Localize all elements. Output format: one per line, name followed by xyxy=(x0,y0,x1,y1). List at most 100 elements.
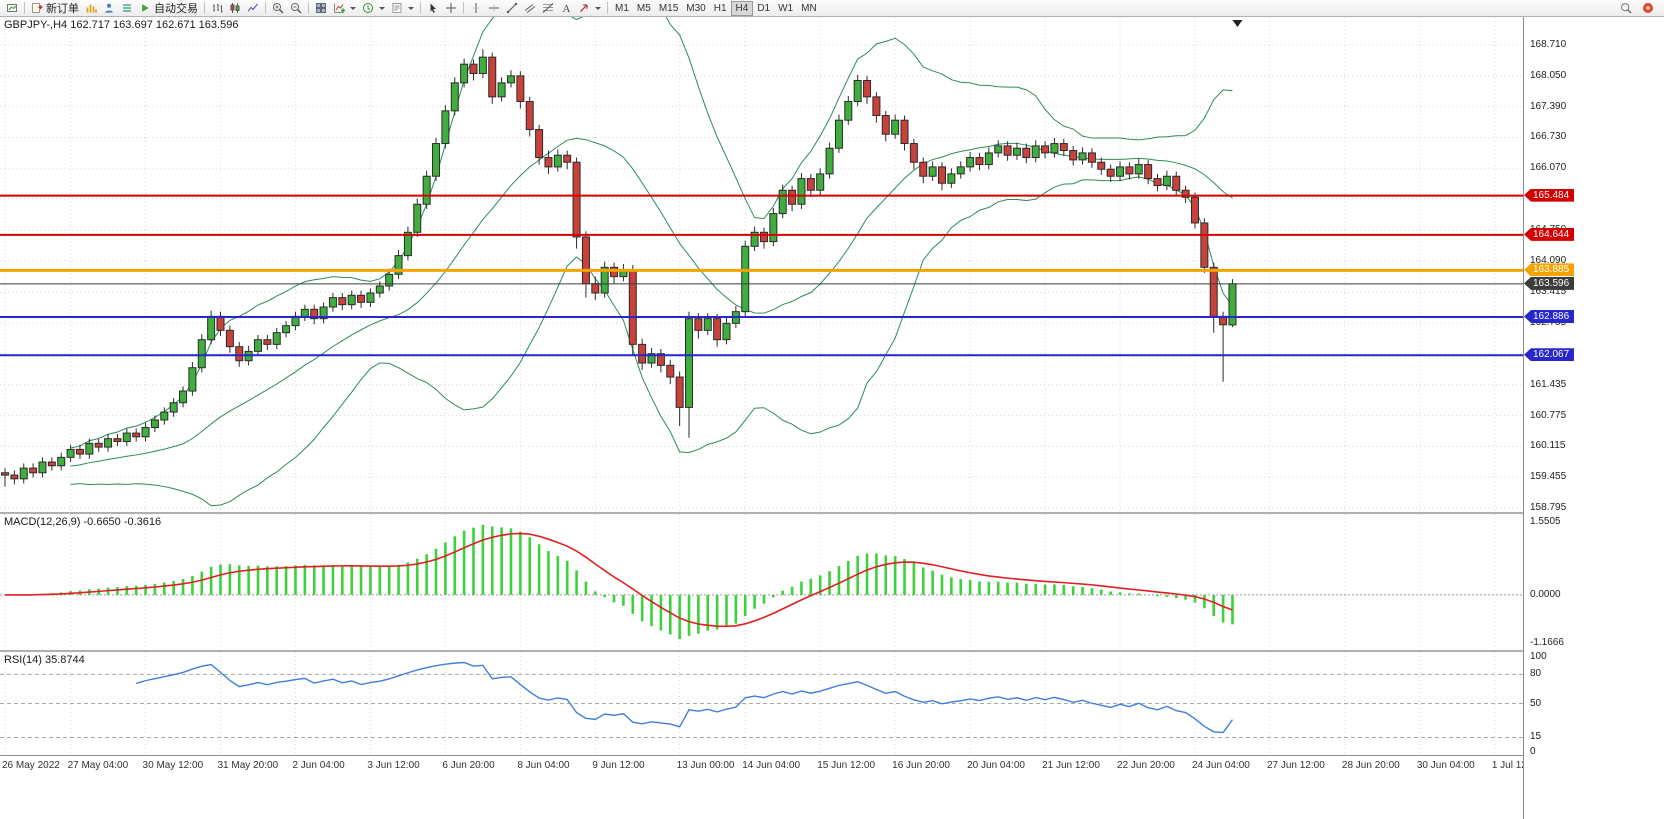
rsi-axis-label: 15 xyxy=(1530,731,1542,743)
timeframe-m5-button[interactable]: M5 xyxy=(636,2,651,14)
toolbar-separator xyxy=(308,2,309,14)
time-axis-label: 8 Jun 04:00 xyxy=(517,760,570,771)
time-axis-label: 22 Jun 20:00 xyxy=(1117,760,1175,771)
main-chart-panel[interactable]: GBPJPY-,H4 162.717 163.697 162.671 163.5… xyxy=(0,17,1523,512)
panel-splitter[interactable] xyxy=(0,512,1523,514)
rsi-label: RSI(14) xyxy=(4,654,42,666)
periods-icon xyxy=(363,3,373,13)
chart-shift-marker[interactable] xyxy=(1232,20,1243,27)
equidistant-channel-icon xyxy=(524,4,536,13)
line-chart-icon xyxy=(247,3,258,12)
timeframe-mn-button[interactable]: MN xyxy=(801,2,817,14)
dropdown-caret-icon[interactable] xyxy=(408,6,414,10)
macd-histogram xyxy=(13,524,1234,640)
time-axis-label: 3 Jun 12:00 xyxy=(367,760,420,771)
price-tick-label: 164.090 xyxy=(1530,254,1567,266)
search-button[interactable] xyxy=(1617,1,1635,16)
new-order-button[interactable]: 新订单 xyxy=(28,1,82,16)
candlestick-chart-icon xyxy=(230,3,240,13)
market-watch-tool[interactable] xyxy=(118,1,136,16)
time-axis-label: 30 May 12:00 xyxy=(142,760,204,771)
macd-panel[interactable]: MACD(12,26,9) -0.6650 -0.3616 xyxy=(0,514,1523,650)
notifications-icon xyxy=(1643,3,1653,13)
notifications-button[interactable] xyxy=(1639,1,1657,16)
rsi-axis-label: 100 xyxy=(1530,651,1547,662)
equidistant-channel-tool[interactable] xyxy=(521,1,539,16)
bar-chart-icon xyxy=(213,4,223,13)
chart-window: GBPJPY-,H4 162.717 163.697 162.671 163.5… xyxy=(0,17,1664,819)
time-axis-label: 13 Jun 00:00 xyxy=(676,760,735,771)
zoom-in-tool[interactable] xyxy=(269,1,287,16)
current-price-badge: 163.596 xyxy=(1524,276,1575,290)
time-axis-label: 16 Jun 20:00 xyxy=(892,760,950,771)
time-axis-label: 28 Jun 20:00 xyxy=(1341,760,1400,771)
vertical-line-tool[interactable] xyxy=(467,1,485,16)
bar-chart-tool[interactable] xyxy=(208,1,226,16)
time-axis-label: 1 Jul 12:00 xyxy=(1491,760,1541,771)
price-level-badge: 163.885 xyxy=(1524,263,1575,277)
tile-windows-tool[interactable] xyxy=(312,1,330,16)
macd-axis-max-label: 1.5505 xyxy=(1530,516,1561,527)
time-axis[interactable]: 26 May 2022 27 May 04:00 30 May 12:00 31 Ma… xyxy=(0,755,1541,819)
dropdown-caret-icon[interactable] xyxy=(595,6,601,10)
dropdown-caret-icon[interactable] xyxy=(350,6,356,10)
line-chart-tool[interactable] xyxy=(244,1,262,16)
templates-icon xyxy=(392,3,402,13)
cursor-tool[interactable] xyxy=(424,1,442,16)
crosshair-icon xyxy=(446,3,456,13)
price-tick-label: 160.775 xyxy=(1530,409,1567,421)
vertical-gridlines xyxy=(4,514,1496,650)
indicators-tool[interactable] xyxy=(330,1,359,16)
arrows-tool[interactable] xyxy=(575,1,604,16)
templates-tool[interactable] xyxy=(388,1,417,16)
price-tick-label: 161.435 xyxy=(1530,378,1567,390)
symbol-info: GBPJPY-,H4 162.717 163.697 162.671 163.5… xyxy=(4,19,239,31)
fibonacci-tool[interactable] xyxy=(539,1,557,16)
time-axis-label: 31 May 20:00 xyxy=(217,760,279,771)
trendline-tool[interactable] xyxy=(503,1,521,16)
timeframe-h1-button[interactable]: H1 xyxy=(713,2,727,14)
rsi-value: 35.8744 xyxy=(44,654,85,666)
timeframe-w1-button[interactable]: W1 xyxy=(778,2,794,14)
time-axis-label: 20 Jun 04:00 xyxy=(967,760,1025,771)
price-level-badge: 164.644 xyxy=(1524,227,1575,241)
horizontal-line-tool[interactable] xyxy=(485,1,503,16)
profiles-tool[interactable] xyxy=(100,1,118,16)
autotrading-button[interactable]: 自动交易 xyxy=(136,1,201,16)
time-axis-label: 9 Jun 12:00 xyxy=(592,760,645,771)
time-axis-label: 14 Jun 04:00 xyxy=(742,760,801,771)
new-order-label: 新订单 xyxy=(46,3,79,15)
new-chart-tool[interactable] xyxy=(82,1,100,16)
timeframe-m1-button[interactable]: M1 xyxy=(615,2,629,14)
macd-axis-min-label: -1.1666 xyxy=(1530,637,1564,648)
crosshair-tool[interactable] xyxy=(442,1,460,16)
time-axis-label: 26 May 2022 xyxy=(2,760,60,771)
price-tick-label: 166.730 xyxy=(1530,131,1567,143)
time-axis-label: 30 Jun 04:00 xyxy=(1416,760,1475,771)
rsi-panel[interactable]: RSI(14) 35.8744 xyxy=(0,652,1523,755)
timeframe-m15-button[interactable]: M15 xyxy=(658,2,679,14)
chart-window-tool[interactable] xyxy=(3,1,21,16)
panel-splitter[interactable] xyxy=(0,650,1523,652)
search-icon xyxy=(1621,3,1632,14)
price-tick-label: 168.050 xyxy=(1530,69,1567,81)
zoom-out-tool[interactable] xyxy=(287,1,305,16)
time-axis-label: 15 Jun 12:00 xyxy=(817,760,876,771)
time-axis-label: 21 Jun 12:00 xyxy=(1042,760,1100,771)
bollinger-middle-line xyxy=(70,137,1233,467)
price-tick-label: 163.415 xyxy=(1530,286,1567,298)
autotrading-icon xyxy=(142,4,149,12)
profiles-icon xyxy=(105,3,113,13)
dropdown-caret-icon[interactable] xyxy=(379,6,385,10)
price-tick-label: 160.115 xyxy=(1530,440,1566,452)
text-label-tool[interactable]: A xyxy=(557,1,575,16)
timeframe-d1-button[interactable]: D1 xyxy=(757,2,771,14)
timeframe-m30-button[interactable]: M30 xyxy=(686,2,706,14)
timeframe-h4-button[interactable]: H4 xyxy=(730,0,754,16)
vertical-line-icon xyxy=(473,3,479,13)
bollinger-lower-line xyxy=(70,176,1233,507)
candlestick-chart-tool[interactable] xyxy=(226,1,244,16)
periods-tool[interactable] xyxy=(359,1,388,16)
rsi-line xyxy=(135,661,1234,734)
price-axis[interactable]: 168.710 168.050 167.390 166.730 166.070 165.4… xyxy=(1523,17,1664,819)
